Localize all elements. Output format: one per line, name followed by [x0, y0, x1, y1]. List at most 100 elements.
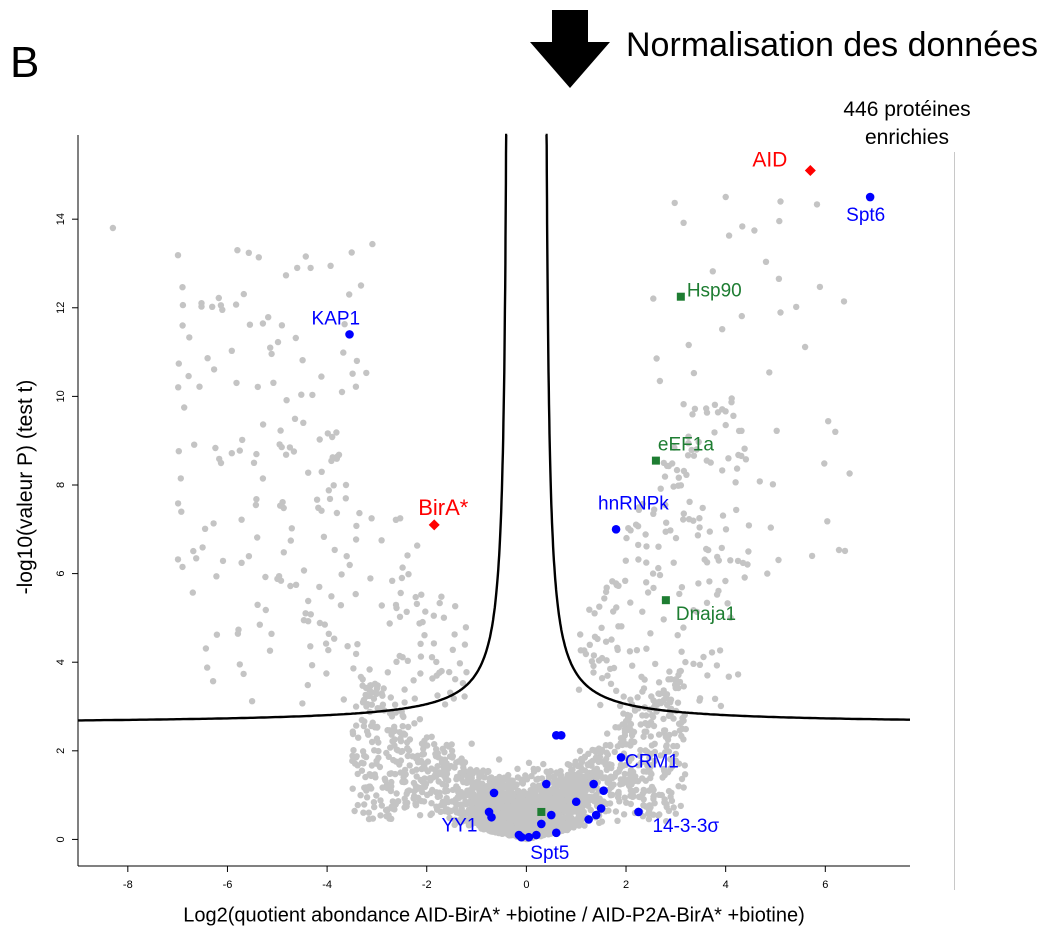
spt6-label: Spt6: [846, 205, 885, 226]
background-point: [254, 534, 261, 541]
background-point: [630, 788, 637, 795]
background-point: [730, 412, 737, 419]
background-point: [593, 765, 601, 772]
background-point: [191, 441, 198, 448]
background-point: [300, 617, 308, 624]
background-point: [368, 738, 376, 746]
background-point: [627, 696, 634, 703]
background-point: [625, 525, 632, 532]
background-point: [500, 815, 508, 822]
background-point: [463, 669, 470, 676]
eef1a-label: eEF1a: [658, 435, 714, 456]
background-point: [699, 504, 706, 512]
background-point: [189, 589, 196, 596]
background-point: [561, 778, 569, 785]
y-tick-label: 4: [55, 659, 67, 665]
background-point: [209, 303, 216, 310]
background-point: [581, 767, 589, 774]
known-point: [591, 810, 601, 820]
spt5-point: [551, 828, 561, 838]
background-point: [650, 295, 657, 302]
y-tick-label: 2: [55, 748, 67, 754]
background-point: [177, 475, 184, 482]
background-point: [628, 738, 635, 745]
background-point: [464, 817, 471, 824]
background-point: [617, 735, 625, 742]
background-point: [175, 384, 182, 391]
background-point: [374, 724, 381, 731]
background-point: [374, 682, 381, 689]
background-point: [338, 571, 345, 578]
background-point: [718, 544, 725, 552]
background-point: [613, 581, 620, 589]
background-point: [400, 713, 407, 721]
background-point: [213, 631, 221, 638]
background-point: [325, 630, 332, 637]
background-point: [391, 736, 398, 743]
background-point: [577, 794, 585, 801]
background-point: [514, 802, 521, 810]
background-point: [438, 593, 445, 600]
background-point: [649, 713, 657, 721]
background-point: [577, 631, 584, 638]
background-point: [234, 247, 241, 254]
background-point: [604, 672, 611, 679]
background-point: [662, 749, 669, 756]
background-point: [557, 772, 564, 779]
background-point: [642, 531, 649, 538]
background-point: [512, 783, 519, 791]
background-point: [443, 770, 450, 777]
background-point: [519, 797, 527, 805]
background-point: [686, 498, 693, 505]
background-point: [745, 522, 753, 529]
background-point: [328, 593, 335, 600]
known-point: [532, 830, 541, 840]
background-point: [711, 429, 718, 436]
background-point: [411, 788, 418, 795]
background-point: [468, 799, 475, 806]
background-point: [619, 762, 626, 770]
background-point: [647, 630, 654, 637]
known-point: [571, 797, 581, 807]
background-point: [713, 662, 721, 669]
background-point: [764, 570, 771, 577]
background-point: [412, 802, 420, 809]
background-point: [342, 481, 350, 489]
background-point: [722, 526, 730, 533]
background-point: [438, 667, 445, 675]
x-tick-label: 6: [822, 879, 828, 891]
spt6-point: [865, 192, 875, 202]
background-point: [309, 391, 316, 399]
background-point: [614, 790, 622, 797]
background-point: [472, 805, 479, 813]
background-point: [420, 745, 427, 753]
background-point: [645, 810, 652, 817]
background-point: [253, 496, 260, 503]
background-point: [387, 744, 394, 751]
background-point: [738, 312, 745, 320]
significance-curve-left: [78, 133, 508, 722]
background-point: [288, 525, 295, 532]
background-point: [651, 757, 658, 764]
background-point: [636, 793, 643, 801]
background-point: [675, 482, 682, 489]
background-point: [738, 452, 745, 460]
background-point: [719, 326, 726, 333]
background-point: [813, 201, 821, 208]
background-point: [240, 670, 247, 678]
background-point: [204, 355, 211, 362]
background-point: [751, 227, 758, 234]
background-point: [689, 411, 696, 418]
background-point: [589, 769, 596, 776]
background-point: [328, 457, 335, 465]
background-point: [259, 421, 267, 428]
background-point: [190, 547, 197, 555]
background-point: [524, 810, 531, 818]
background-point: [418, 797, 425, 805]
background-point: [219, 306, 226, 313]
background-point: [650, 811, 657, 818]
background-point: [174, 252, 182, 259]
background-point: [219, 557, 227, 565]
background-point: [441, 701, 449, 708]
background-point: [403, 608, 410, 615]
